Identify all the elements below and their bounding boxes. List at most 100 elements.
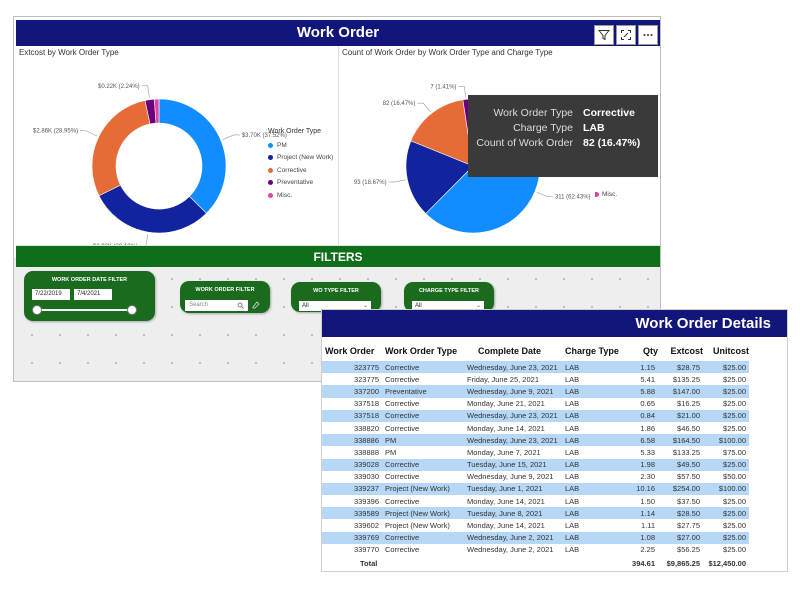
table-row[interactable]: 323775 Corrective Wednesday, June 23, 2021…	[322, 361, 749, 374]
cell-charge-type: LAB	[562, 421, 626, 435]
table-row[interactable]: 339769 Corrective Wednesday, June 2, 2021 L…	[322, 531, 749, 544]
cell-extcost: $16.25	[658, 397, 703, 410]
table-row[interactable]: 339770 Corrective Wednesday, June 2, 2021 L…	[322, 543, 749, 556]
cell-charge-type: LAB	[562, 361, 626, 374]
cell-unitcost: $75.00	[703, 446, 749, 459]
tooltip-row: Work Order Type Corrective	[468, 106, 658, 121]
cell-complete-date: Wednesday, June 23, 2021	[464, 361, 562, 374]
column-header-extcost[interactable]: Extcost	[670, 346, 703, 356]
start-date-input[interactable]: 7/22/2019	[32, 289, 70, 300]
column-header-charge-type[interactable]: Charge Type	[565, 346, 619, 356]
legend-item[interactable]: Misc.	[268, 189, 333, 202]
table-row[interactable]: 337518 Corrective Wednesday, June 23, 2021…	[322, 409, 749, 422]
cell-qty: 1.14	[626, 507, 658, 520]
cell-qty: 5.41	[626, 373, 658, 386]
table-row[interactable]: 337200 Preventative Wednesday, June 9, 202…	[322, 385, 749, 398]
data-label-leader	[222, 134, 240, 140]
column-header-complete-date[interactable]: Complete Date	[478, 346, 542, 356]
column-header-work-order-type[interactable]: Work Order Type	[385, 346, 458, 356]
cell-extcost: $254.00	[658, 482, 703, 496]
table-row[interactable]: 339237 Project (New Work) Tuesday, June 1,…	[322, 482, 749, 496]
table-row[interactable]: 339602 Project (New Work) Monday, June 14,…	[322, 519, 749, 532]
wo-type-value: All	[302, 303, 309, 309]
cell-extcost: $46.50	[658, 421, 703, 435]
slice-misc[interactable]	[153, 98, 160, 124]
legend-label: Preventative	[277, 179, 314, 187]
work-order-details-table: Work Order Work Order Type Complete Date…	[322, 341, 749, 570]
cell-extcost: $56.25	[658, 543, 703, 556]
legend-item[interactable]: Project (New Work)	[268, 152, 333, 165]
table-row[interactable]: 323775 Corrective Friday, June 25, 2021 LAB…	[322, 373, 749, 386]
chevron-down-icon: ⌄	[475, 303, 481, 309]
cell-work-order: 323775	[322, 361, 382, 374]
charge-type-dropdown[interactable]: All ⌄	[412, 301, 484, 311]
date-slider-start-handle[interactable]	[32, 305, 42, 315]
cell-unitcost: $100.00	[703, 482, 749, 496]
extcost-donut-chart[interactable]: $3.70K (37.52%) $2.98K (30.18%) $2.86K (28…	[16, 46, 337, 246]
table-row[interactable]: 339589 Project (New Work) Tuesday, June 8,…	[322, 507, 749, 520]
cell-work-order-type: Corrective	[382, 531, 464, 544]
legend-item[interactable]: PM	[268, 139, 333, 152]
legend-item[interactable]: Corrective	[268, 164, 333, 177]
legend-item[interactable]: Preventative	[268, 177, 333, 190]
table-row[interactable]: 337518 Corrective Monday, June 21, 2021 LAB…	[322, 397, 749, 410]
cell-work-order: 337518	[322, 397, 382, 410]
cell-complete-date: Monday, June 14, 2021	[464, 495, 562, 508]
date-slider-track[interactable]	[37, 309, 132, 311]
column-header-qty[interactable]: Qty	[642, 346, 658, 356]
cell-work-order-type: Corrective	[382, 361, 464, 374]
legend-label: PM	[277, 141, 287, 149]
cell-extcost: $21.00	[658, 409, 703, 422]
column-header-unitcost[interactable]: Unitcost	[713, 346, 749, 356]
work-order-filter-card: WORK ORDER FILTER Search	[180, 281, 270, 313]
cell-unitcost: $25.00	[703, 531, 749, 544]
data-label-leader	[417, 102, 431, 113]
cell-complete-date: Wednesday, June 23, 2021	[464, 434, 562, 447]
cell-extcost: $28.50	[658, 507, 703, 520]
date-slider-end-handle[interactable]	[127, 305, 137, 315]
cell-complete-date: Tuesday, June 1, 2021	[464, 482, 562, 496]
total-label: Total	[322, 556, 626, 570]
cell-charge-type: LAB	[562, 531, 626, 544]
wo-type-filter-title: WO TYPE FILTER	[313, 288, 359, 294]
focus-mode-icon[interactable]	[616, 25, 636, 45]
cell-complete-date: Wednesday, June 2, 2021	[464, 531, 562, 544]
more-options-icon[interactable]	[638, 25, 658, 45]
legend-dot	[268, 167, 273, 173]
cell-work-order-type: Project (New Work)	[382, 519, 464, 532]
slice-project-new-work[interactable]	[98, 184, 207, 234]
slice-corrective[interactable]	[410, 99, 474, 167]
cell-work-order-type: PM	[382, 446, 464, 459]
legend-item-partial: Misc.	[595, 191, 617, 198]
cell-work-order: 339589	[322, 507, 382, 520]
slice-corrective[interactable]	[91, 100, 151, 197]
cell-work-order-type: Corrective	[382, 458, 464, 471]
data-label-leader	[80, 130, 98, 137]
cell-unitcost: $25.00	[703, 495, 749, 508]
left-chart-title: Extcost by Work Order Type	[19, 48, 119, 57]
data-label: 82 (16.47%)	[383, 101, 416, 107]
legend-dot	[268, 155, 273, 161]
table-row[interactable]: 339028 Corrective Tuesday, June 15, 2021 LA…	[322, 458, 749, 471]
slice-project-new-work[interactable]	[405, 140, 474, 214]
cell-work-order-type: Project (New Work)	[382, 507, 464, 520]
column-header-work-order[interactable]: Work Order	[325, 346, 375, 356]
slice-pm[interactable]	[158, 98, 227, 214]
table-row[interactable]: 338820 Corrective Monday, June 14, 2021 LAB…	[322, 421, 749, 435]
cell-work-order-type: Corrective	[382, 470, 464, 483]
work-order-search-input[interactable]: Search	[185, 300, 248, 311]
eraser-icon[interactable]	[252, 301, 260, 309]
cell-complete-date: Friday, June 25, 2021	[464, 373, 562, 386]
cell-work-order-type: Corrective	[382, 495, 464, 508]
data-label-leader	[388, 179, 406, 183]
table-row[interactable]: 338886 PM Wednesday, June 23, 2021 LAB 6.58 $…	[322, 434, 749, 447]
cell-extcost: $133.25	[658, 446, 703, 459]
table-row[interactable]: 339396 Corrective Monday, June 14, 2021 LAB…	[322, 495, 749, 508]
cell-complete-date: Monday, June 7, 2021	[464, 446, 562, 459]
table-row[interactable]: 339030 Corrective Wednesday, June 9, 2021 L…	[322, 470, 749, 483]
table-row[interactable]: 338888 PM Monday, June 7, 2021 LAB 5.33 $133.…	[322, 446, 749, 459]
cell-unitcost: $25.00	[703, 373, 749, 386]
end-date-input[interactable]: 7/4/2021	[74, 289, 112, 300]
filter-icon[interactable]	[594, 25, 614, 45]
wo-type-dropdown[interactable]: All ⌄	[299, 301, 371, 311]
